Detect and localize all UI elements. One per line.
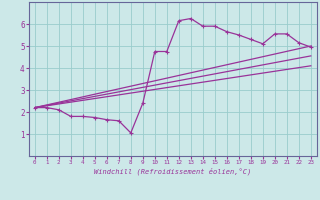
X-axis label: Windchill (Refroidissement éolien,°C): Windchill (Refroidissement éolien,°C) — [94, 168, 252, 175]
